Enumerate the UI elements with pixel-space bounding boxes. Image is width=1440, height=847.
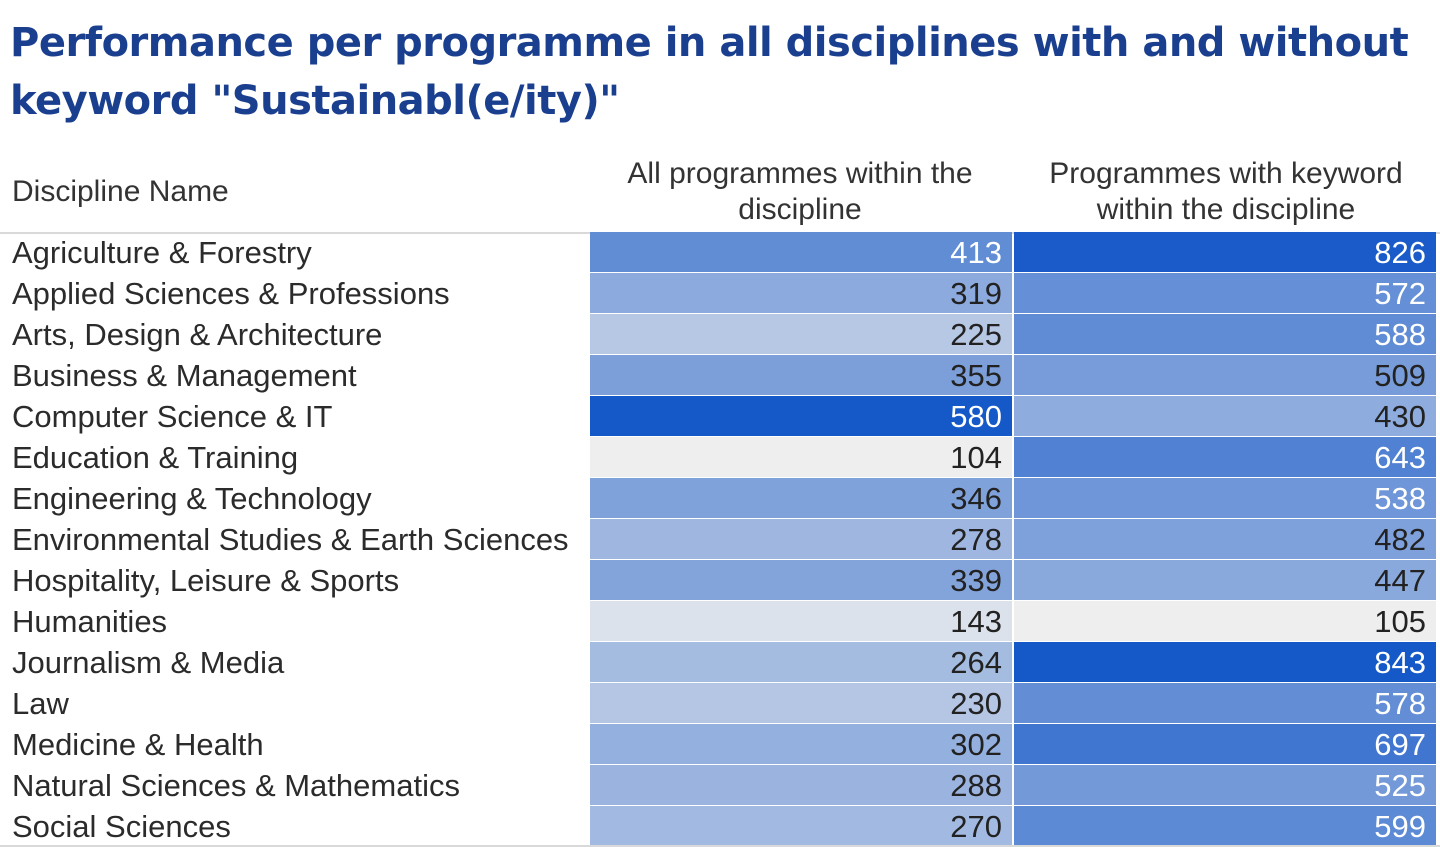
table-row: Computer Science & IT 580 430 bbox=[0, 396, 1440, 437]
discipline-name-cell: Hospitality, Leisure & Sports bbox=[12, 563, 400, 598]
table-row: Hospitality, Leisure & Sports 339 447 bbox=[0, 560, 1440, 601]
keyword-programmes-value-cell: 599 bbox=[1014, 806, 1436, 846]
keyword-programmes-value-cell: 105 bbox=[1014, 601, 1436, 641]
all-programmes-value-cell: 264 bbox=[590, 642, 1012, 682]
keyword-programmes-value-cell: 482 bbox=[1014, 519, 1436, 559]
keyword-programmes-value-cell: 643 bbox=[1014, 437, 1436, 477]
all-programmes-value-cell: 346 bbox=[590, 478, 1012, 518]
keyword-programmes-value-cell: 572 bbox=[1014, 273, 1436, 313]
all-programmes-value-cell: 225 bbox=[590, 314, 1012, 354]
discipline-name-cell: Agriculture & Forestry bbox=[12, 235, 312, 270]
all-programmes-value-cell: 288 bbox=[590, 765, 1012, 805]
table-row: Agriculture & Forestry 413 826 bbox=[0, 232, 1440, 273]
discipline-name-cell: Business & Management bbox=[12, 358, 357, 393]
table-row: Environmental Studies & Earth Sciences 27… bbox=[0, 519, 1440, 560]
table-row: Education & Training 104 643 bbox=[0, 437, 1440, 478]
table-bottom-border bbox=[0, 845, 1440, 847]
all-programmes-value-cell: 230 bbox=[590, 683, 1012, 723]
discipline-name-cell: Environmental Studies & Earth Sciences bbox=[12, 522, 569, 557]
all-programmes-value-cell: 339 bbox=[590, 560, 1012, 600]
discipline-name-cell: Humanities bbox=[12, 604, 168, 639]
chart-title: Performance per programme in all discipl… bbox=[10, 20, 1409, 124]
keyword-programmes-value-cell: 697 bbox=[1014, 724, 1436, 764]
table-header: Discipline Name All programmes within th… bbox=[0, 150, 1440, 234]
table-row: Natural Sciences & Mathematics 288 525 bbox=[0, 765, 1440, 806]
table-row: Law 230 578 bbox=[0, 683, 1440, 724]
discipline-name-cell: Social Sciences bbox=[12, 809, 231, 844]
discipline-name-cell: Medicine & Health bbox=[12, 727, 264, 762]
discipline-name-cell: Journalism & Media bbox=[12, 645, 285, 680]
table-row: Engineering & Technology 346 538 bbox=[0, 478, 1440, 519]
all-programmes-value-cell: 355 bbox=[590, 355, 1012, 395]
keyword-programmes-value-cell: 538 bbox=[1014, 478, 1436, 518]
discipline-name-cell: Law bbox=[12, 686, 69, 721]
all-programmes-value-cell: 270 bbox=[590, 806, 1012, 846]
column-header-keyword-programmes: Programmes with keyword within the disci… bbox=[1049, 157, 1403, 226]
table-row: Humanities 143 105 bbox=[0, 601, 1440, 642]
keyword-programmes-value-cell: 430 bbox=[1014, 396, 1436, 436]
keyword-programmes-value-cell: 588 bbox=[1014, 314, 1436, 354]
table-row: Arts, Design & Architecture 225 588 bbox=[0, 314, 1440, 355]
all-programmes-value-cell: 143 bbox=[590, 601, 1012, 641]
all-programmes-value-cell: 278 bbox=[590, 519, 1012, 559]
discipline-name-cell: Education & Training bbox=[12, 440, 299, 475]
table-row: Medicine & Health 302 697 bbox=[0, 724, 1440, 765]
column-header-discipline-name: Discipline Name bbox=[12, 175, 229, 208]
keyword-programmes-value-cell: 447 bbox=[1014, 560, 1436, 600]
table-row: Business & Management 355 509 bbox=[0, 355, 1440, 396]
all-programmes-value-cell: 580 bbox=[590, 396, 1012, 436]
table-row: Applied Sciences & Professions 319 572 bbox=[0, 273, 1440, 314]
keyword-programmes-value-cell: 826 bbox=[1014, 232, 1436, 272]
table-row: Social Sciences 270 599 bbox=[0, 806, 1440, 847]
all-programmes-value-cell: 413 bbox=[590, 232, 1012, 272]
discipline-name-cell: Applied Sciences & Professions bbox=[12, 276, 450, 311]
all-programmes-value-cell: 104 bbox=[590, 437, 1012, 477]
keyword-programmes-value-cell: 843 bbox=[1014, 642, 1436, 682]
keyword-programmes-value-cell: 525 bbox=[1014, 765, 1436, 805]
column-header-all-programmes: All programmes within the discipline bbox=[627, 157, 973, 226]
keyword-programmes-value-cell: 578 bbox=[1014, 683, 1436, 723]
discipline-name-cell: Arts, Design & Architecture bbox=[12, 317, 383, 352]
discipline-name-cell: Engineering & Technology bbox=[12, 481, 372, 516]
keyword-programmes-value-cell: 509 bbox=[1014, 355, 1436, 395]
discipline-name-cell: Natural Sciences & Mathematics bbox=[12, 768, 460, 803]
all-programmes-value-cell: 302 bbox=[590, 724, 1012, 764]
table-row: Journalism & Media 264 843 bbox=[0, 642, 1440, 683]
discipline-name-cell: Computer Science & IT bbox=[12, 399, 333, 434]
all-programmes-value-cell: 319 bbox=[590, 273, 1012, 313]
